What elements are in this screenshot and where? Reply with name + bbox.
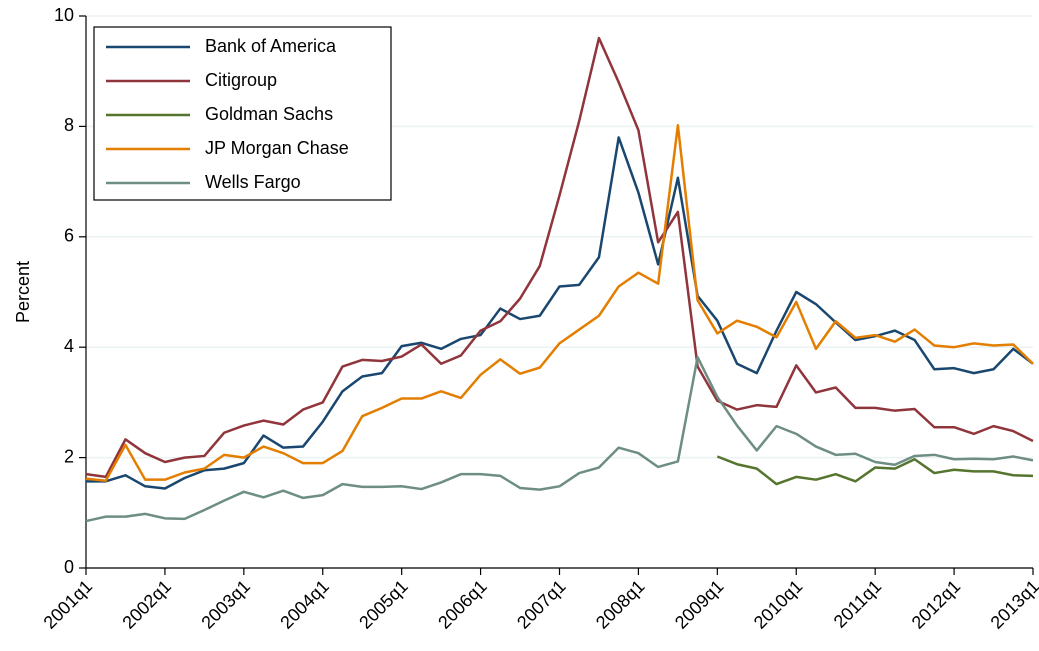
legend-label: Goldman Sachs (205, 104, 333, 124)
legend-label: Wells Fargo (205, 172, 301, 192)
legend-label: Bank of America (205, 36, 337, 56)
line-series (85, 36, 1034, 479)
legend-box (93, 26, 392, 201)
line-series (716, 455, 1034, 486)
y-tick-label: 2 (64, 446, 74, 466)
line-series (85, 355, 1034, 523)
line-series (85, 124, 1034, 483)
y-tick-label: 4 (64, 336, 74, 356)
legend-label: JP Morgan Chase (205, 138, 349, 158)
y-axis-label: Percent (13, 261, 33, 323)
y-tick-label: 8 (64, 115, 74, 135)
y-tick-label: 6 (64, 226, 74, 246)
y-tick-label: 10 (54, 5, 74, 25)
y-tick-label: 0 (64, 557, 74, 577)
legend-label: Citigroup (205, 70, 277, 90)
